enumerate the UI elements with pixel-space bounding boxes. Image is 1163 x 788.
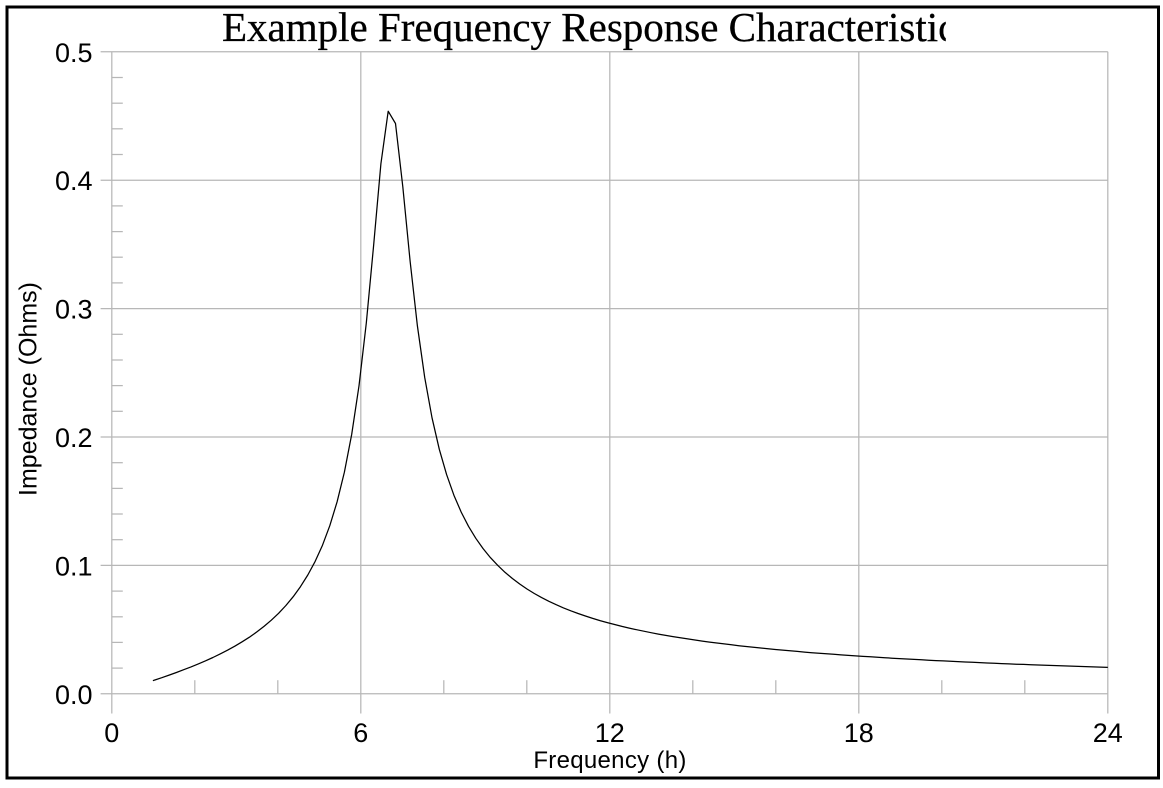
svg-text:Frequency (h): Frequency (h) [533, 747, 686, 774]
svg-text:Example Frequency Response Cha: Example Frequency Response Characteristi… [222, 4, 956, 50]
svg-text:0.3: 0.3 [55, 295, 93, 325]
svg-text:0: 0 [104, 718, 119, 748]
svg-text:0.2: 0.2 [55, 423, 93, 453]
svg-text:24: 24 [1093, 718, 1123, 748]
svg-text:0.5: 0.5 [55, 38, 93, 68]
svg-text:6: 6 [353, 718, 368, 748]
svg-text:0.0: 0.0 [55, 680, 93, 710]
svg-text:0.4: 0.4 [55, 166, 93, 196]
svg-text:Impedance (Ohms): Impedance (Ohms) [15, 282, 43, 496]
svg-text:18: 18 [844, 718, 874, 748]
svg-text:12: 12 [595, 718, 625, 748]
svg-text:0.1: 0.1 [55, 551, 93, 581]
